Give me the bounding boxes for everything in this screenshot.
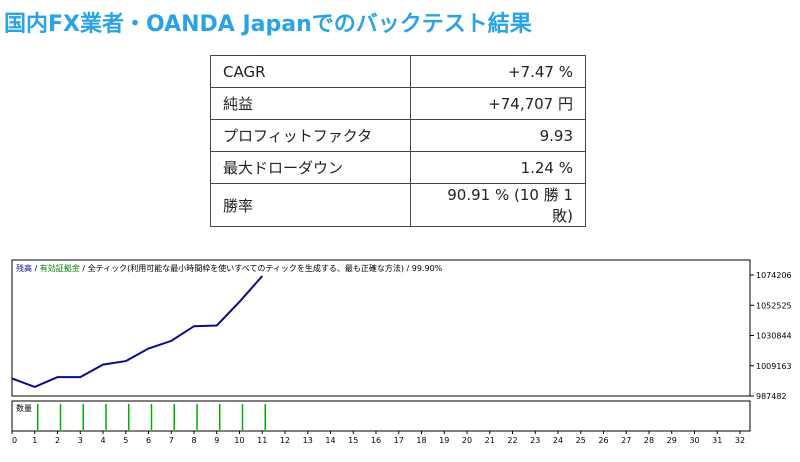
table-row: プロフィットファクタ 9.93 <box>210 119 586 152</box>
results-table: CAGR +7.47 % 純益 +74,707 円 プロフィットファクタ 9.9… <box>210 55 586 227</box>
x-tick-label: 18 <box>416 436 426 445</box>
x-tick-label: 28 <box>644 436 654 445</box>
backtest-chart: 残高 / 有効証拠金 / 全ティック(利用可能な最小時間枠を使いすべてのティック… <box>11 259 792 445</box>
page-title: 国内FX業者・OANDA Japanでのバックテスト結果 <box>4 12 532 37</box>
balance-legend: 残高 <box>16 263 32 273</box>
metric-value: 90.91 % (10 勝 1 敗) <box>410 183 586 227</box>
metric-label: CAGR <box>210 55 411 88</box>
table-row: 最大ドローダウン 1.24 % <box>210 151 586 184</box>
x-tick-label: 15 <box>348 436 358 445</box>
model-quality: 99.90% <box>412 264 443 273</box>
x-tick-label: 11 <box>257 436 267 445</box>
metric-value: 1.24 % <box>410 151 586 184</box>
x-tick-label: 16 <box>371 436 381 445</box>
legend-separator: / <box>80 264 88 273</box>
x-tick-label: 24 <box>553 436 563 445</box>
table-row: CAGR +7.47 % <box>210 55 586 88</box>
x-tick-label: 1 <box>32 436 37 445</box>
x-tick-label: 20 <box>462 436 472 445</box>
table-row: 勝率 90.91 % (10 勝 1 敗) <box>210 183 586 227</box>
svg-text:残高 / 有効証拠金 / 全ティック(利用可能な最小時間枠を: 残高 / 有効証拠金 / 全ティック(利用可能な最小時間枠を使いすべてのティック… <box>16 263 443 273</box>
metric-label: 純益 <box>210 87 411 120</box>
x-tick-label: 29 <box>667 436 677 445</box>
backtest-report: 残高 / 有効証拠金 / 全ティック(利用可能な最小時間枠を使いすべてのティック… <box>0 255 800 458</box>
x-tick-label: 0 <box>12 436 17 445</box>
metric-label: 勝率 <box>210 183 411 227</box>
x-tick-label: 26 <box>598 436 608 445</box>
x-tick-label: 30 <box>689 436 699 445</box>
x-tick-label: 19 <box>439 436 449 445</box>
balance-line <box>11 275 264 388</box>
y-tick-label: 1074206 <box>756 271 792 280</box>
metric-label: 最大ドローダウン <box>210 151 411 184</box>
model-description: 全ティック(利用可能な最小時間枠を使いすべてのティックを生成する、最も正確な方法… <box>88 263 404 273</box>
x-tick-label: 23 <box>530 436 540 445</box>
balance-chart-frame <box>11 259 751 397</box>
x-tick-label: 5 <box>123 436 128 445</box>
x-tick-label: 17 <box>394 436 404 445</box>
x-tick-label: 31 <box>712 436 722 445</box>
x-tick-label: 3 <box>78 436 83 445</box>
metric-value: 9.93 <box>410 119 586 152</box>
x-tick-label: 22 <box>507 436 517 445</box>
legend-separator: / <box>404 264 412 273</box>
y-tick-label: 1009163 <box>756 362 792 371</box>
volume-label: 数量 <box>16 403 32 413</box>
x-tick-label: 6 <box>146 436 151 445</box>
y-tick-label: 987482 <box>756 392 787 401</box>
volume-chart-frame <box>11 400 751 432</box>
y-tick-label: 1030844 <box>756 332 792 341</box>
x-tick-label: 25 <box>576 436 586 445</box>
y-tick-label: 1052525 <box>756 301 792 310</box>
x-tick-label: 8 <box>191 436 196 445</box>
legend-separator: / <box>32 264 40 273</box>
x-tick-label: 21 <box>485 436 495 445</box>
x-tick-label: 32 <box>735 436 745 445</box>
valid-margin-legend: 有効証拠金 <box>40 263 80 273</box>
x-tick-label: 4 <box>100 436 105 445</box>
x-tick-label: 9 <box>214 436 219 445</box>
metric-value: +74,707 円 <box>410 87 586 120</box>
x-tick-label: 27 <box>621 436 631 445</box>
x-tick-label: 12 <box>280 436 290 445</box>
metric-label: プロフィットファクタ <box>210 119 411 152</box>
x-tick-label: 13 <box>303 436 313 445</box>
table-row: 純益 +74,707 円 <box>210 87 586 120</box>
x-tick-label: 10 <box>234 436 244 445</box>
x-tick-label: 7 <box>169 436 174 445</box>
metric-value: +7.47 % <box>410 55 586 88</box>
x-tick-label: 14 <box>325 436 335 445</box>
x-tick-label: 2 <box>55 436 60 445</box>
